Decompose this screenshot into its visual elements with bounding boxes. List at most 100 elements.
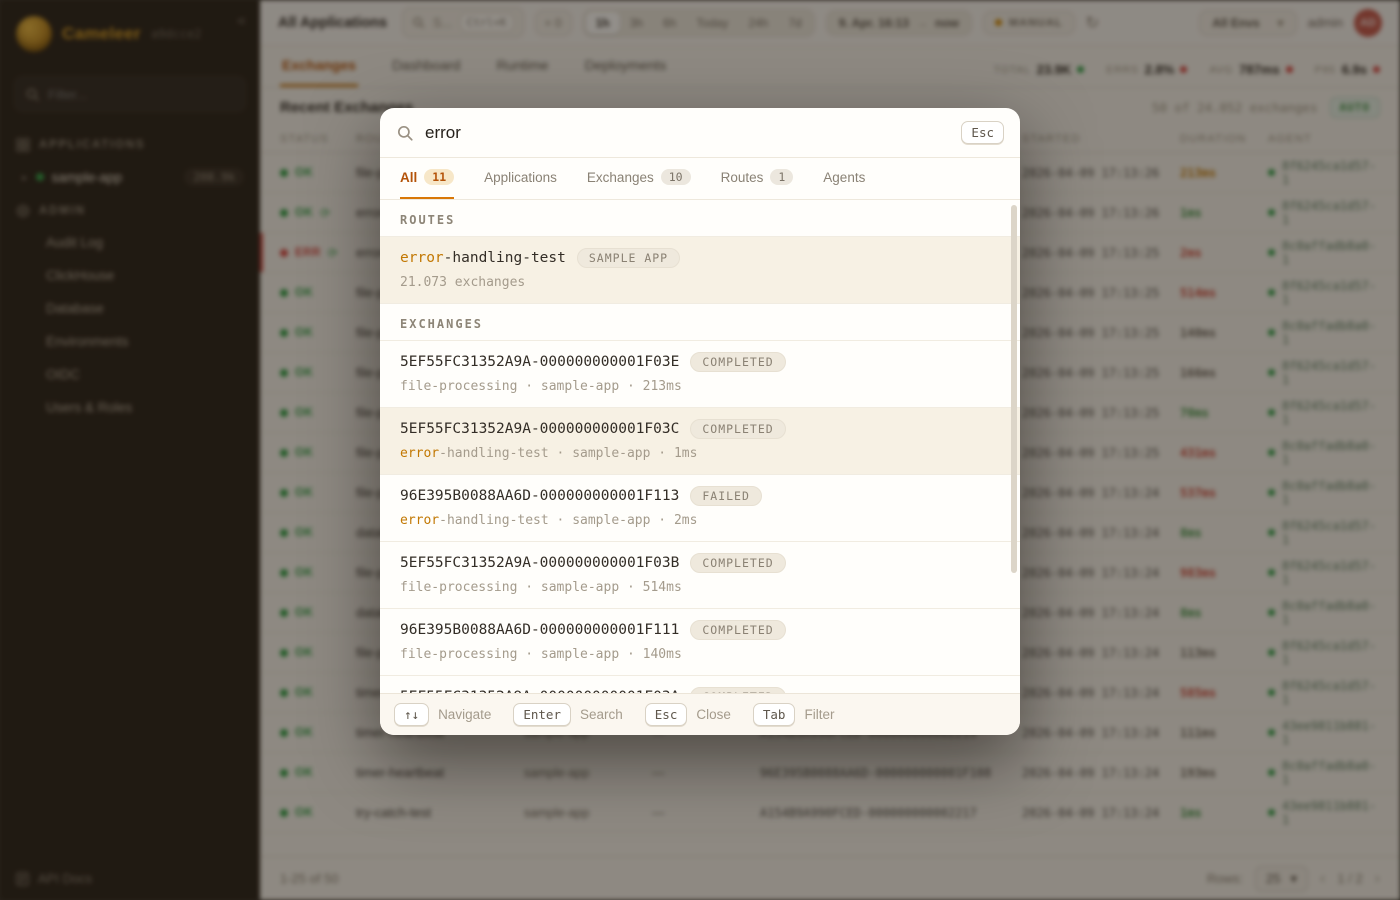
- column-header[interactable]: AGENT: [1268, 132, 1312, 145]
- column-header[interactable]: STATUS: [280, 132, 329, 145]
- exchange-id-cell: 96E395B0088AA6D-000000000001F108: [760, 765, 992, 780]
- status-dot: [280, 728, 288, 737]
- environment-select[interactable]: All Envs ▾: [1199, 9, 1297, 36]
- agent-cell: 8f6245ca1d57-1: [1282, 638, 1376, 667]
- agent-dot-icon: [1268, 649, 1275, 656]
- applications-section-label: APPLICATIONS: [0, 128, 260, 160]
- table-row[interactable]: OK try-catch-test sample-app — A154B9A99…: [260, 793, 1400, 833]
- agent-cell: 8c0affadb8a0-1: [1282, 318, 1376, 347]
- rows-per-page-select[interactable]: 25 ▾: [1255, 865, 1309, 892]
- route-cell: try-catch-test: [356, 805, 432, 820]
- sidebar-admin-item[interactable]: ClickHouse: [46, 268, 115, 283]
- scrollbar-thumb[interactable]: [1011, 205, 1017, 573]
- search-result-exchange[interactable]: 5EF55FC31352A9A-000000000001F03A COMPLET…: [380, 676, 1020, 693]
- from-cell: —: [652, 765, 665, 780]
- status-dot: [280, 248, 288, 257]
- search-icon: [413, 17, 425, 29]
- sidebar-admin-item[interactable]: OIDC: [46, 367, 80, 382]
- started-cell: 2026-04-09 17:13:24: [1022, 525, 1160, 540]
- exchange-result-sub: file-processing · sample-app · 514ms: [400, 580, 682, 595]
- auto-refresh-badge[interactable]: AUTO: [1329, 97, 1380, 118]
- exchange-id: 5EF55FC31352A9A-000000000001F03B: [400, 555, 680, 571]
- tab-count-badge: 11: [424, 169, 455, 185]
- search-filter-tab[interactable]: Routes 1: [721, 158, 794, 199]
- started-cell: 2026-04-09 17:13:24: [1022, 605, 1160, 620]
- exchange-id: 96E395B0088AA6D-000000000001F113: [400, 488, 680, 504]
- column-header[interactable]: DURATION: [1180, 132, 1247, 145]
- time-range-button[interactable]: 24h: [738, 12, 778, 34]
- time-range-button[interactable]: 1h: [585, 11, 620, 34]
- time-range-button[interactable]: 7d: [778, 12, 811, 34]
- keyboard-hint: Enter Search: [513, 703, 623, 726]
- duration-cell: 8ms: [1180, 605, 1202, 620]
- agent-dot-icon: [1268, 289, 1275, 296]
- main-tab[interactable]: Exchanges: [280, 57, 358, 87]
- page-title: All Applications: [278, 14, 388, 31]
- sidebar-collapse-icon[interactable]: «: [237, 12, 246, 29]
- main-tab[interactable]: Dashboard: [390, 57, 463, 87]
- status-label: OK: [295, 206, 314, 219]
- search-result-exchange[interactable]: 5EF55FC31352A9A-000000000001F03E COMPLET…: [380, 341, 1020, 408]
- grid-icon: [16, 138, 30, 152]
- status-dot: [280, 208, 288, 217]
- sidebar-admin-item[interactable]: Environments: [46, 334, 129, 349]
- refresh-icon[interactable]: ↻: [1085, 14, 1100, 32]
- status-label: OK: [295, 726, 314, 739]
- time-range-button[interactable]: 3h: [620, 12, 653, 34]
- compare-button[interactable]: + 0: [534, 9, 572, 36]
- status-dot: [280, 488, 288, 497]
- table-row[interactable]: OK timer-heartbeat sample-app — 96E395B0…: [260, 753, 1400, 793]
- time-range-button[interactable]: 6h: [653, 12, 686, 34]
- global-search-trigger[interactable]: S... Ctrl+K: [402, 7, 524, 38]
- key-badge: ↑↓: [394, 703, 430, 726]
- avatar[interactable]: AD: [1354, 8, 1382, 37]
- search-filter-tab[interactable]: Applications: [484, 158, 557, 199]
- sidebar-admin-item[interactable]: Database: [46, 301, 104, 316]
- exchange-id-cell: A154B9A990FCED-000000000002217: [760, 805, 977, 820]
- sidebar-item-sample-app[interactable]: ▸ sample-app 208.9k: [0, 160, 260, 194]
- sidebar-filter[interactable]: [14, 76, 246, 112]
- global-search-modal: Esc All 11 Applications Exchanges 10 Rou…: [380, 108, 1020, 735]
- column-header[interactable]: STARTED: [1022, 132, 1081, 145]
- route-result-sub: 21.073 exchanges: [400, 275, 526, 290]
- search-filter-tab[interactable]: All 11: [400, 158, 455, 199]
- started-cell: 2026-04-09 17:13:24: [1022, 725, 1160, 740]
- main-tab[interactable]: Runtime: [494, 57, 550, 87]
- main-tab[interactable]: Deployments: [583, 57, 669, 87]
- agent-dot-icon: [1268, 169, 1275, 176]
- duration-cell: 1ms: [1180, 205, 1202, 220]
- routes-section-label: ROUTES: [380, 200, 1020, 237]
- next-page-button[interactable]: ›: [1374, 869, 1380, 887]
- duration-cell: 70ms: [1180, 405, 1209, 420]
- status-label: OK: [295, 686, 314, 699]
- route-results: error-handling-test SAMPLE APP 21.073 ex…: [380, 237, 1020, 304]
- date-range-picker[interactable]: 9. Apr. 16:13 → now: [825, 9, 972, 36]
- status-badge: COMPLETED: [690, 620, 786, 640]
- started-cell: 2026-04-09 17:13:25: [1022, 405, 1160, 420]
- status-label: OK: [295, 326, 314, 339]
- search-filter-tab[interactable]: Exchanges 10: [587, 158, 691, 199]
- search-result-exchange[interactable]: 96E395B0088AA6D-000000000001F111 COMPLET…: [380, 609, 1020, 676]
- search-input[interactable]: [425, 122, 951, 143]
- sidebar-filter-input[interactable]: [48, 86, 235, 102]
- duration-cell: 2ms: [1180, 245, 1202, 260]
- app-item-count-badge: 208.9k: [184, 168, 244, 186]
- agent-cell: 43ee9811b881-1: [1282, 798, 1376, 827]
- search-filter-tab[interactable]: Agents: [823, 158, 865, 199]
- manual-refresh-toggle[interactable]: MANUAL: [982, 10, 1075, 35]
- agent-dot-icon: [1268, 249, 1275, 256]
- agent-cell: 8c0affadb8a0-1: [1282, 438, 1376, 467]
- duration-cell: 983ms: [1180, 565, 1217, 580]
- prev-page-button[interactable]: ‹: [1320, 869, 1326, 887]
- time-range-button[interactable]: Today: [686, 12, 738, 34]
- search-result-exchange[interactable]: 5EF55FC31352A9A-000000000001F03C COMPLET…: [380, 408, 1020, 475]
- sidebar-admin-item[interactable]: Audit Log: [46, 235, 104, 250]
- search-result-exchange[interactable]: 96E395B0088AA6D-000000000001F113 FAILED …: [380, 475, 1020, 542]
- status-label: OK: [295, 566, 314, 579]
- search-result-route[interactable]: error-handling-test SAMPLE APP 21.073 ex…: [380, 237, 1020, 304]
- esc-key-badge[interactable]: Esc: [961, 121, 1004, 144]
- search-result-exchange[interactable]: 5EF55FC31352A9A-000000000001F03B COMPLET…: [380, 542, 1020, 609]
- sidebar-admin-item[interactable]: Users & Roles: [46, 400, 133, 415]
- status-label: OK: [295, 486, 314, 499]
- sidebar-api-docs[interactable]: API Docs: [16, 871, 92, 886]
